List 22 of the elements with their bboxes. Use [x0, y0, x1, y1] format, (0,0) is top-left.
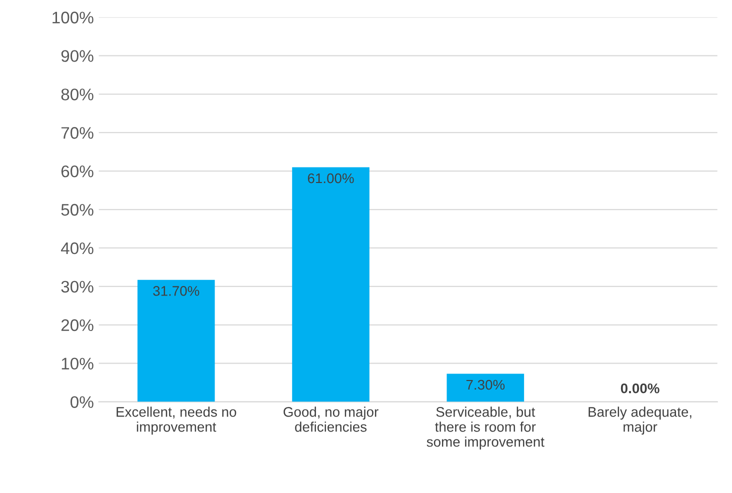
bar [292, 167, 370, 402]
data-label: 7.30% [466, 380, 505, 390]
data-label: 31.70% [153, 286, 200, 296]
bar [137, 280, 215, 402]
y-tick-label: 80% [61, 88, 94, 100]
x-tick-label: Barely adequate, major [588, 406, 692, 435]
bar [446, 374, 524, 402]
y-tick-label: 20% [61, 319, 94, 332]
y-tick-label: 90% [61, 50, 94, 62]
y-tick-label: 10% [62, 358, 94, 370]
data-label: 0.00% [620, 383, 660, 394]
y-tick-label: 40% [60, 242, 94, 254]
y-tick-label: 60% [61, 165, 94, 178]
y-tick-label: 30% [61, 280, 94, 293]
y-tick-label: 50% [61, 204, 94, 216]
x-tick-label: Excellent, needs no improvement [116, 406, 236, 435]
x-tick-label: Good, no major deficiencies [284, 406, 378, 432]
y-tick-label: 70% [61, 127, 94, 139]
x-tick-label: Serviceable, but there is room for some improvement [426, 406, 544, 450]
data-label: 61.00% [308, 173, 354, 184]
y-tick-label: 0% [70, 396, 94, 408]
y-tick-label: 100% [52, 12, 94, 24]
